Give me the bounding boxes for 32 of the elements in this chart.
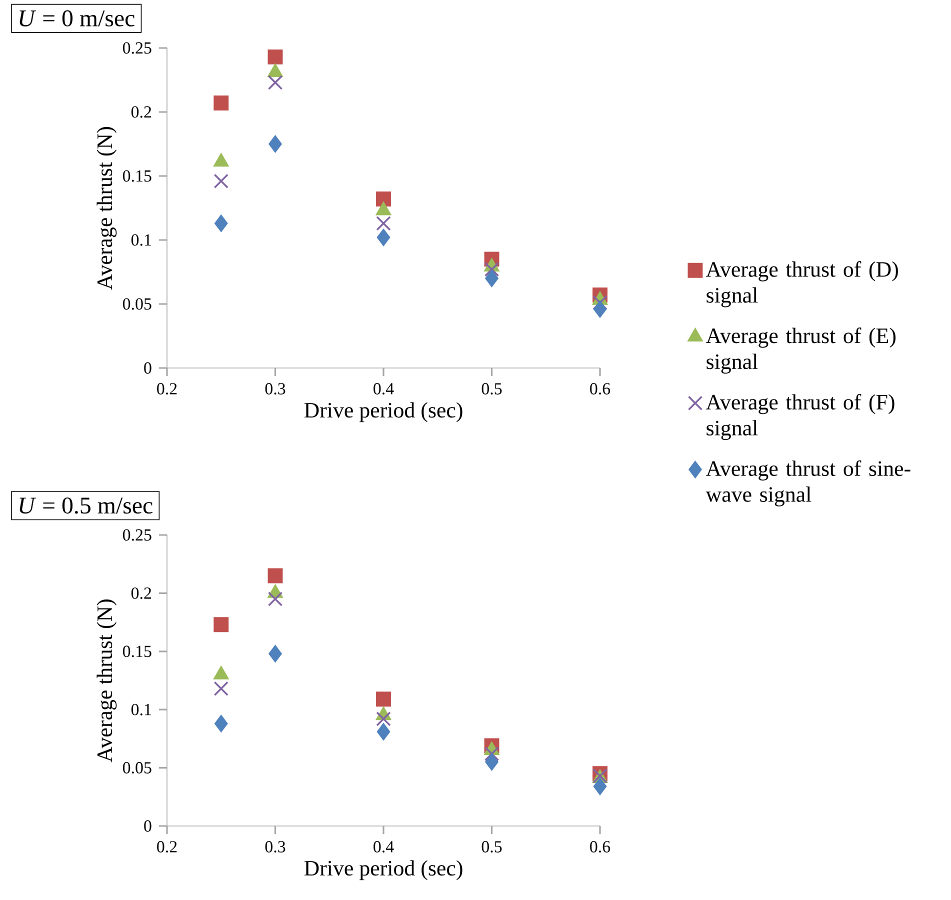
y-tick-label: 0.05: [122, 762, 152, 774]
x-tick-label: 0.3: [265, 383, 286, 395]
y-tick-label: 0: [144, 362, 152, 374]
legend-label: Average thrust of sine-wave signal: [706, 460, 910, 506]
y-tick-label: 0.1: [131, 704, 151, 716]
chart-title: U = 0.5 m/sec: [20, 497, 152, 514]
y-axis-title: Average thrust (N): [96, 127, 117, 290]
x-tick-label: 0.2: [157, 841, 177, 853]
x-tick-label: 0.6: [590, 383, 610, 395]
x-axis-title: Drive period (sec): [304, 402, 462, 422]
y-tick-label: 0.15: [122, 170, 152, 182]
legend-label: Average thrust of (F) signal: [706, 394, 894, 440]
y-tick-label: 0.2: [131, 106, 152, 118]
y-tick-label: 0.25: [122, 42, 152, 54]
y-axis-title: Average thrust (N): [96, 600, 117, 762]
x-tick-label: 0.2: [157, 383, 177, 395]
x-tick-label: 0.5: [482, 383, 502, 395]
y-tick-label: 0.1: [131, 234, 151, 246]
chart-title: U = 0 m/sec: [20, 10, 134, 26]
x-axis-title: Drive period (sec): [304, 860, 462, 880]
x-tick-label: 0.4: [374, 383, 394, 395]
legend-label: Average thrust of (E) signal: [706, 328, 896, 374]
x-tick-label: 0.6: [590, 841, 610, 853]
x-tick-label: 0.3: [265, 841, 286, 853]
y-tick-label: 0.15: [122, 646, 152, 658]
y-tick-label: 0.05: [122, 298, 152, 310]
x-tick-label: 0.5: [482, 841, 502, 853]
y-tick-label: 0: [144, 820, 152, 832]
y-tick-label: 0.25: [122, 529, 152, 541]
legend-label: Average thrust of (D) signal: [706, 261, 898, 308]
x-tick-label: 0.4: [374, 841, 394, 853]
y-tick-label: 0.2: [131, 587, 152, 599]
